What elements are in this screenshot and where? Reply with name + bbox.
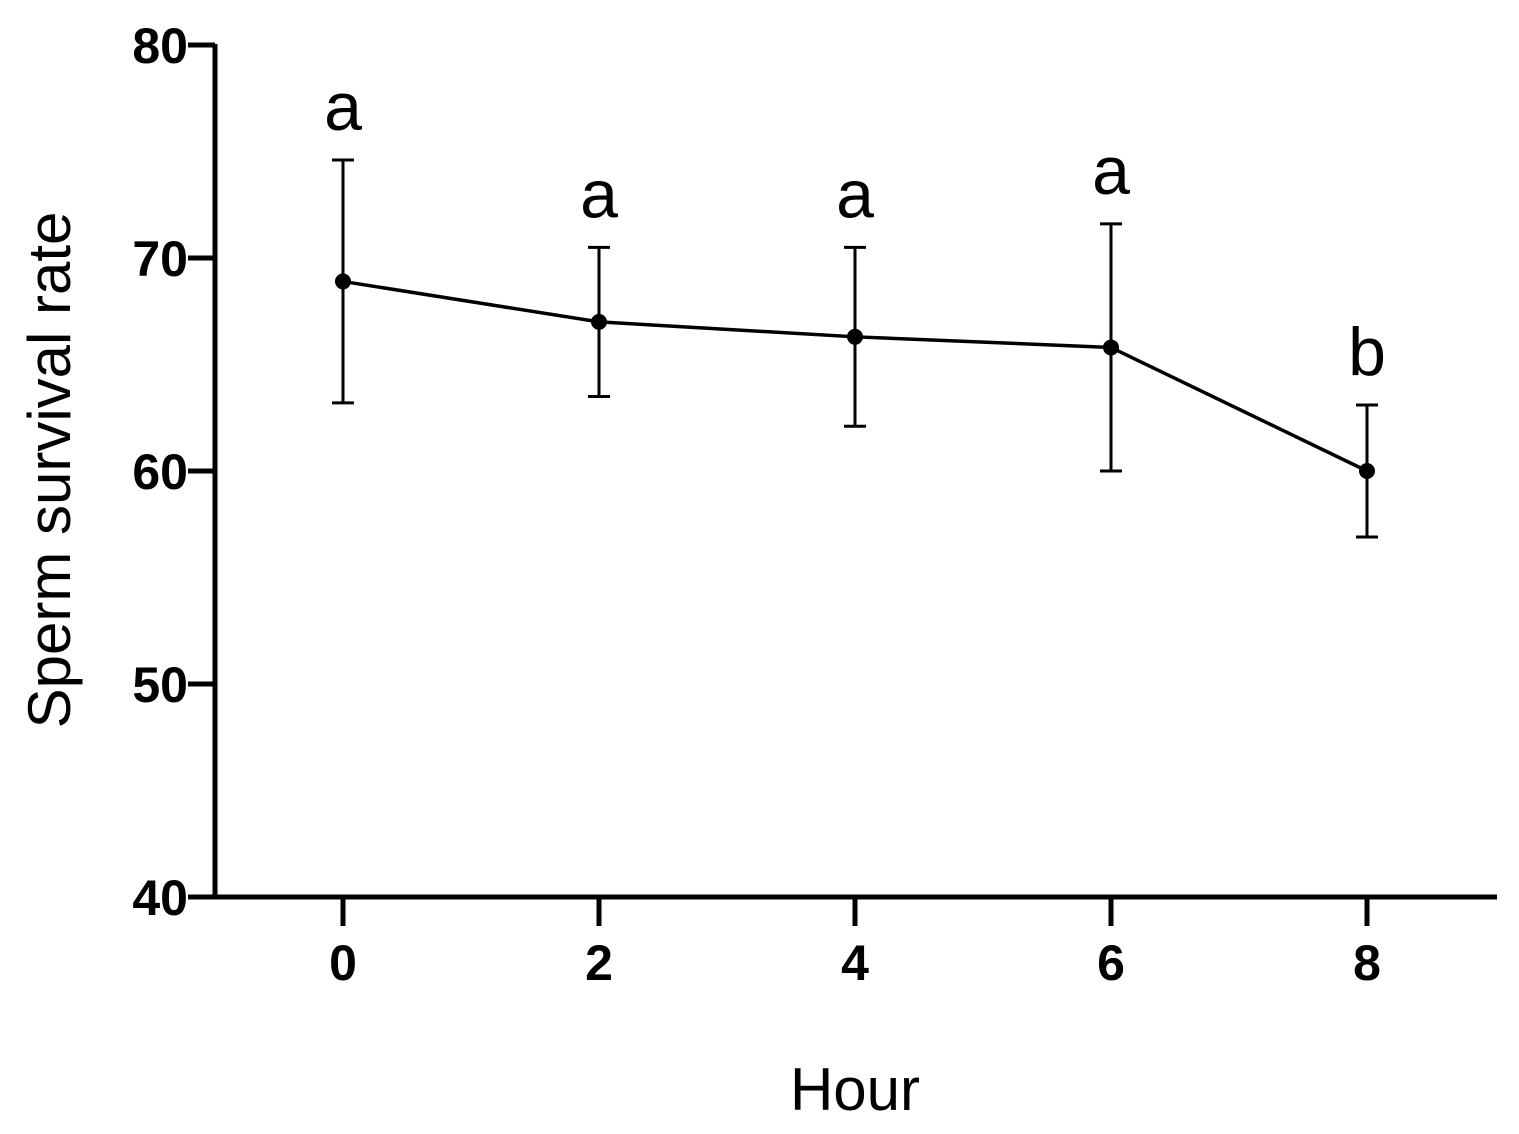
significance-label: b [1348,314,1386,390]
x-tick-label: 2 [585,935,613,991]
x-tick-label: 8 [1353,935,1381,991]
x-tick-label: 0 [329,935,357,991]
x-axis-title: Hour [790,1056,920,1123]
data-point [847,328,863,345]
significance-label: a [324,69,362,145]
y-axis-title: Sperm survival rate [16,212,83,729]
x-axis: 0 2 4 6 8 [213,894,1497,991]
significance-label: a [1092,133,1130,209]
data-point [335,273,351,290]
significance-label: a [836,156,874,232]
y-tick-label: 80 [132,18,188,74]
data-point [1359,463,1375,479]
data-point [1103,339,1119,356]
y-axis: 40 50 60 70 80 [132,18,218,926]
y-tick-label: 60 [132,444,188,500]
y-tick-label: 50 [132,657,188,713]
series-group: a a a a b [324,69,1386,539]
y-tick-label: 40 [132,870,188,926]
significance-label: a [580,156,618,232]
x-tick-label: 4 [841,935,869,991]
data-point [591,313,607,330]
y-tick-label: 70 [132,231,188,287]
x-tick-label: 6 [1097,935,1125,991]
